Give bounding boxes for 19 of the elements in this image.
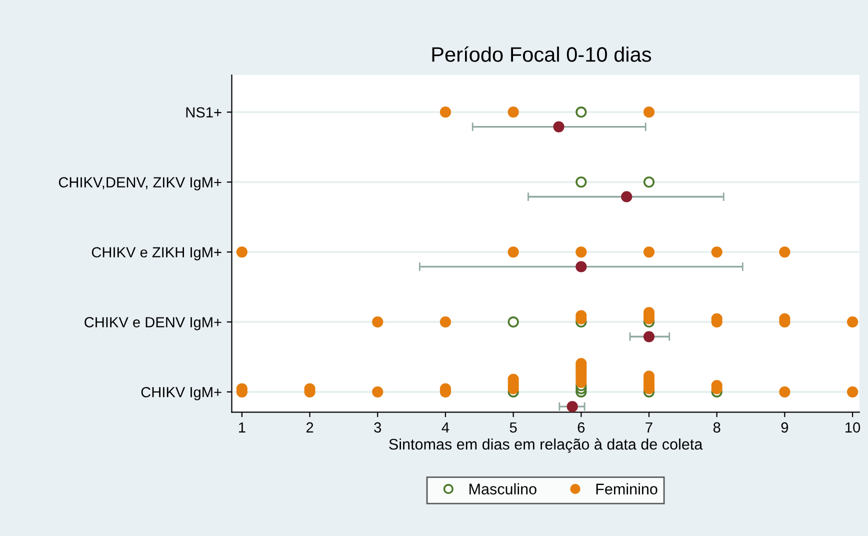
x-tick-label: 2	[306, 422, 314, 432]
y-tick-label: NS1+	[186, 107, 222, 118]
x-axis-title: Sintomas em dias em relação à data de coleta	[389, 438, 703, 453]
y-tick-label: CHIKV e ZIKH IgM+	[92, 247, 222, 260]
x-tick-label: 10	[846, 422, 860, 433]
x-tick-label: 8	[713, 422, 720, 433]
x-tick-label: 5	[510, 422, 517, 433]
x-tick-label: 4	[442, 422, 450, 432]
y-tick-label: CHIKV e DENV IgM+	[84, 317, 222, 330]
x-tick-label: 7	[646, 422, 652, 432]
x-tick-label: 1	[238, 422, 246, 432]
x-tick-label: 6	[578, 422, 585, 433]
legend-label: Feminino	[596, 483, 658, 494]
y-tick-label: CHIKV IgM+	[141, 387, 222, 400]
x-tick-label: 9	[781, 422, 788, 433]
y-tick-label: CHIKV,DENV, ZIKV IgM+	[58, 177, 222, 190]
chart-title: Período Focal 0-10 dias	[432, 46, 652, 62]
x-tick-label: 3	[374, 422, 382, 433]
legend-label: Masculino	[470, 483, 536, 494]
